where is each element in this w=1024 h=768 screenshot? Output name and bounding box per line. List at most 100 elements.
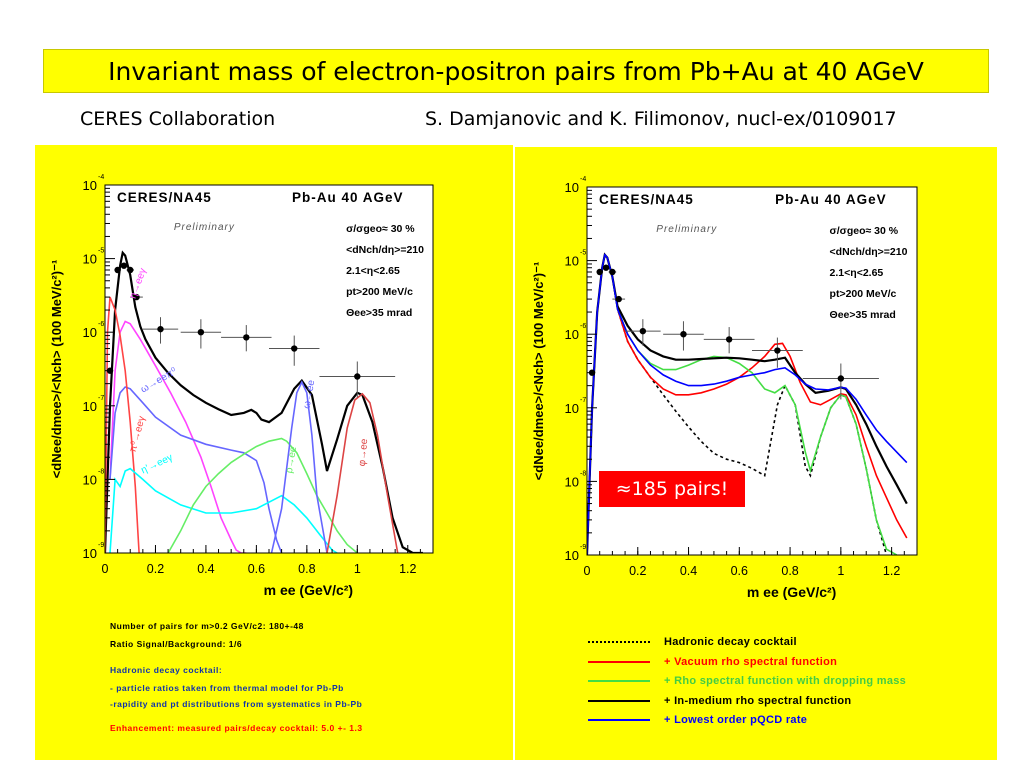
legend-label: + Lowest order pQCD rate <box>664 714 808 726</box>
y-tick-label: 10 <box>565 401 579 416</box>
y-axis-title: <dNee/dmee>/<Nch> (100 MeV/c²)⁻¹ <box>49 260 64 479</box>
legend-item: + Rho spectral function with dropping ma… <box>588 673 906 689</box>
left-chart: 0 0.2 0.4 0.6 0.8 1 1.210-910-810-710-610-510-… <box>49 174 434 598</box>
x-axis-title: m ee (GeV/c²) <box>264 582 353 598</box>
y-tick-exponent: -5 <box>98 248 104 255</box>
series--ee <box>270 380 328 553</box>
cut-label: σ/σgeo≈ 30 % <box>346 223 415 235</box>
plot-area <box>105 185 433 553</box>
data-point <box>680 331 687 338</box>
y-tick-exponent: -5 <box>580 250 586 257</box>
system-label: Pb-Au 40 AGeV <box>292 190 404 205</box>
data-point <box>120 262 128 269</box>
data-point <box>106 367 114 374</box>
data-point <box>127 266 134 274</box>
x-tick-label: 0 <box>102 562 109 576</box>
x-tick-label: 0.8 <box>298 562 315 576</box>
series--lowest-order-pqcd-rate <box>587 253 908 555</box>
legend-swatch <box>588 699 650 702</box>
series--ee- <box>105 296 140 553</box>
data-point <box>157 325 164 333</box>
legend-label: + Rho spectral function with dropping ma… <box>664 675 907 687</box>
data-point <box>354 373 361 380</box>
cut-label: <dNch/dη>=210 <box>346 244 424 256</box>
x-tick-label: 0.4 <box>680 564 697 578</box>
legend-item: + In-medium rho spectral function <box>588 693 851 709</box>
experiment-label: CERES/NA45 <box>599 192 694 207</box>
cut-label: Θee>35 mrad <box>346 307 412 319</box>
legend-label: Hadronic decay cocktail <box>664 636 797 648</box>
note-ratio: Ratio Signal/Background: 1/6 <box>110 639 243 649</box>
y-tick-label: 10 <box>565 254 579 269</box>
preliminary-label: Preliminary <box>174 222 235 233</box>
data-point <box>615 295 622 303</box>
legend-label: + Vacuum rho spectral function <box>664 655 838 668</box>
curve-label: φ→ee <box>357 438 370 467</box>
y-tick-label: 10 <box>83 472 97 487</box>
cut-label: <dNch/dη>=210 <box>830 246 908 258</box>
y-tick-exponent: -9 <box>580 544 586 551</box>
data-point <box>602 264 610 271</box>
legend-item: + Lowest order pQCD rate <box>588 712 807 728</box>
y-tick-exponent: -9 <box>98 542 104 549</box>
data-point <box>609 268 616 276</box>
x-tick-label: 0.4 <box>197 562 214 576</box>
y-tick-label: 10 <box>565 548 579 563</box>
x-tick-label: 0.6 <box>731 564 748 578</box>
left-panel: 0 0.2 0.4 0.6 0.8 1 1.2 10 -9 10 -8 10 -7 10 -6 10 -5 10-… <box>35 145 513 760</box>
y-tick-exponent: -8 <box>580 470 586 477</box>
y-tick-label: 10 <box>83 178 97 193</box>
y-tick-label: 10 <box>565 327 579 342</box>
legend-swatch <box>588 680 650 682</box>
reference-label: S. Damjanovic and K. Filimonov, nucl-ex/… <box>425 108 897 130</box>
y-tick-exponent: -4 <box>98 174 104 181</box>
right-panel: 0 0.2 0.4 0.6 0.8 1 1.2 10 -9 10 -8 10 -7 10 -6 10 -5 10-… <box>515 147 997 760</box>
x-tick-label: 0.2 <box>147 562 164 576</box>
series--ee <box>326 392 399 553</box>
legend-swatch <box>588 641 650 643</box>
cut-label: pt>200 MeV/c <box>346 286 413 298</box>
note-particle-ratios: - particle ratios taken from thermal mod… <box>110 683 344 693</box>
data-point <box>291 345 298 352</box>
data-point <box>114 266 121 274</box>
x-tick-label: 1.2 <box>399 562 416 576</box>
y-tick-exponent: -8 <box>98 468 104 475</box>
series--ee- <box>109 386 283 553</box>
x-tick-label: 0.6 <box>248 562 265 576</box>
y-tick-label: 10 <box>565 474 579 489</box>
y-tick-label: 10 <box>83 325 97 340</box>
slide-title: Invariant mass of electron-positron pair… <box>43 49 989 93</box>
series--ee- <box>109 320 247 553</box>
legend-swatch <box>588 719 650 721</box>
x-tick-label: 1 <box>354 562 361 576</box>
cut-label: pt>200 MeV/c <box>830 288 897 300</box>
pairs-callout: ≈185 pairs! <box>598 470 746 508</box>
x-tick-label: 0.8 <box>781 564 798 578</box>
note-rapidity: -rapidity and pt distributions from syst… <box>110 699 363 709</box>
legend-label: + In-medium rho spectral function <box>664 694 852 707</box>
note-pairs: Number of pairs for m>0.2 GeV/c2: 180+-4… <box>110 621 304 631</box>
y-tick-exponent: -7 <box>580 397 586 404</box>
preliminary-label: Preliminary <box>656 224 717 235</box>
series--ee- <box>109 467 338 553</box>
data-point <box>725 336 733 343</box>
system-label: Pb-Au 40 AGeV <box>775 192 887 207</box>
y-axis-title: <dNee/dmee>/<Nch> (100 MeV/c²)⁻¹ <box>531 262 546 481</box>
cut-label: Θee>35 mrad <box>830 309 896 321</box>
y-tick-exponent: -4 <box>580 176 586 183</box>
cut-label: σ/σgeo≈ 30 % <box>830 225 899 237</box>
experiment-label: CERES/NA45 <box>117 190 212 205</box>
note-cocktail-head: Hadronic decay cocktail: <box>110 665 223 675</box>
cut-label: 2.1<η<2.65 <box>830 267 884 279</box>
data-point <box>774 347 781 354</box>
curve-label: ρ→ee <box>284 445 300 474</box>
x-tick-label: 0 <box>584 564 591 578</box>
x-axis-title: m ee (GeV/c²) <box>747 584 836 600</box>
series-hadronic-decay-cocktail <box>587 253 888 555</box>
x-tick-label: 1.2 <box>883 564 900 578</box>
y-tick-label: 10 <box>565 180 579 195</box>
y-tick-label: 10 <box>83 399 97 414</box>
curve-label: ω→ee <box>301 379 317 410</box>
data-point <box>837 375 845 382</box>
legend-swatch <box>588 660 650 663</box>
